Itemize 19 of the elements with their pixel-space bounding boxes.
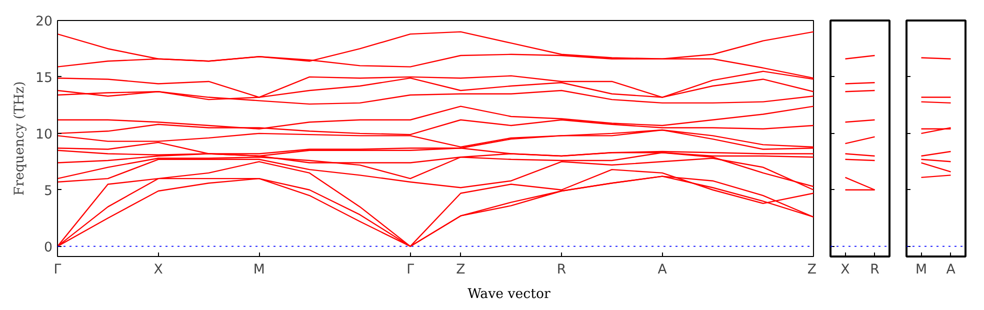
y-tick-label: 0: [44, 240, 53, 256]
y-axis-title: Frequency (THz): [12, 81, 28, 196]
x-tick-label: M: [916, 262, 927, 278]
y-tick-label: 20: [36, 14, 53, 30]
x-tick-label: A: [946, 262, 956, 278]
x-tick-label: X: [840, 262, 850, 278]
x-tick-label: A: [658, 262, 667, 278]
x-tick-label: Z: [807, 262, 817, 278]
x-tick-label: Z: [456, 262, 466, 278]
x-tick-label: X: [154, 262, 163, 278]
y-tick-label: 10: [36, 127, 53, 142]
y-tick-label: 5: [44, 184, 53, 199]
x-tick-label: R: [870, 262, 880, 278]
x-axis-title: Wave vector: [468, 286, 550, 304]
x-tick-label: M: [253, 262, 265, 278]
x-tick-label: R: [556, 262, 566, 278]
x-tick-label: Γ: [406, 262, 415, 278]
x-tick-label: Γ: [54, 262, 62, 278]
y-tick-label: 15: [36, 70, 53, 86]
